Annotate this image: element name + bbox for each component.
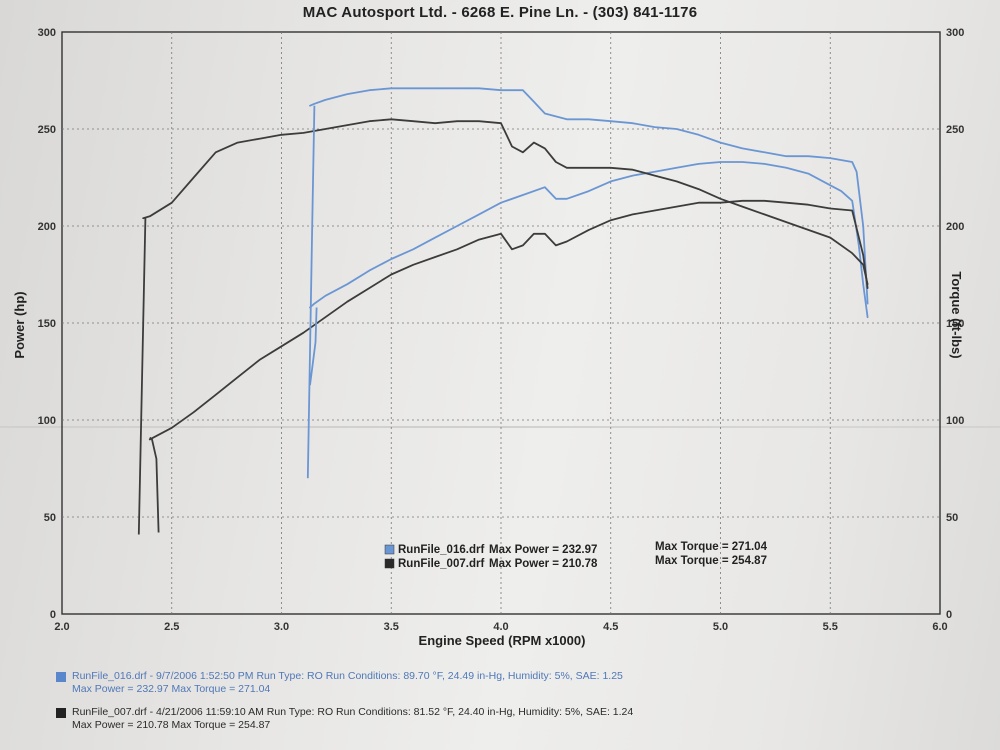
y-right-tick-label: 250: [946, 124, 964, 136]
y-left-tick-label: 250: [38, 124, 56, 136]
footer-swatch-run016: [56, 672, 66, 682]
legend-swatch-run007: [384, 558, 395, 569]
footer-run016-line1: RunFile_016.drf - 9/7/2006 1:52:50 PM Ru…: [72, 670, 623, 682]
y-right-tick-label: 50: [946, 512, 958, 524]
footer-run016: RunFile_016.drf - 9/7/2006 1:52:50 PM Ru…: [56, 670, 623, 696]
footer-run007-line1: RunFile_007.drf - 4/21/2006 11:59:10 AM …: [72, 706, 634, 718]
series-line-run007-power: [148, 199, 869, 441]
legend-torque-run007: Max Torque = 254.87: [655, 555, 767, 567]
y-right-tick-label: 300: [946, 27, 964, 39]
series-trace-run007-torque-start: [137, 218, 147, 535]
x-axis-title: Engine Speed (RPM x1000): [419, 633, 586, 648]
shop-header-title: MAC Autosport Ltd. - 6268 E. Pine Ln. - …: [302, 4, 698, 21]
x-tick-label: 4.0: [493, 621, 508, 633]
y-left-tick-label: 200: [38, 221, 56, 233]
footer-run016-line2: Max Power = 232.97 Max Torque = 271.04: [72, 683, 271, 695]
y-right-tick-label: 100: [946, 415, 964, 427]
footer-run007-line2: Max Power = 210.78 Max Torque = 254.87: [72, 719, 271, 731]
grid-layer: [61, 31, 941, 615]
y-left-tick-label: 0: [50, 609, 56, 621]
legend: RunFile_016.drf Max Power = 232.97 Max T…: [384, 541, 768, 570]
legend-file-run016: RunFile_016.drf: [398, 544, 484, 556]
footer-swatch-run007: [56, 708, 66, 718]
legend-swatch-run016: [384, 544, 395, 555]
y-right-tick-label: 200: [946, 221, 964, 233]
legend-file-run007: RunFile_007.drf: [398, 558, 484, 570]
series-trace-run007-power-start: [149, 436, 160, 533]
series-trace-run016-torque-start: [306, 105, 316, 479]
x-tick-label: 5.0: [713, 621, 728, 633]
series-trace-run016-power-start: [309, 307, 318, 386]
y-left-tick-label: 300: [38, 27, 56, 39]
y-left-tick-label: 150: [38, 318, 56, 330]
x-tick-label: 6.0: [932, 621, 947, 633]
y-right-tick-label: 150: [946, 318, 964, 330]
x-tick-label: 4.5: [603, 621, 618, 633]
paper-fold: [0, 426, 1000, 428]
tick-labels: 2.0 2.5 3.0 3.5 4.0 4.5 5.0 5.5 6.00501001502002…: [38, 27, 965, 633]
x-tick-label: 5.5: [823, 621, 838, 633]
plot-layer: [137, 87, 869, 535]
x-tick-label: 2.0: [54, 621, 69, 633]
y-left-tick-label: 100: [38, 415, 56, 427]
y-left-tick-label: 50: [44, 512, 56, 524]
legend-power-run016: Max Power = 232.97: [489, 544, 597, 556]
series-line-run016-torque: [309, 87, 869, 305]
footer-run007: RunFile_007.drf - 4/21/2006 11:59:10 AM …: [56, 706, 634, 732]
y-axis-left-title: Power (hp): [12, 291, 27, 358]
x-tick-label: 3.5: [384, 621, 399, 633]
series-line-run016-power: [309, 161, 869, 319]
series-line-run007-torque: [142, 118, 869, 286]
y-axis-right-title: Torque (ft-lbs): [949, 271, 964, 358]
legend-torque-run016: Max Torque = 271.04: [655, 541, 768, 553]
x-tick-label: 3.0: [274, 621, 289, 633]
y-right-tick-label: 0: [946, 609, 952, 621]
x-tick-label: 2.5: [164, 621, 179, 633]
legend-power-run007: Max Power = 210.78: [489, 558, 598, 570]
